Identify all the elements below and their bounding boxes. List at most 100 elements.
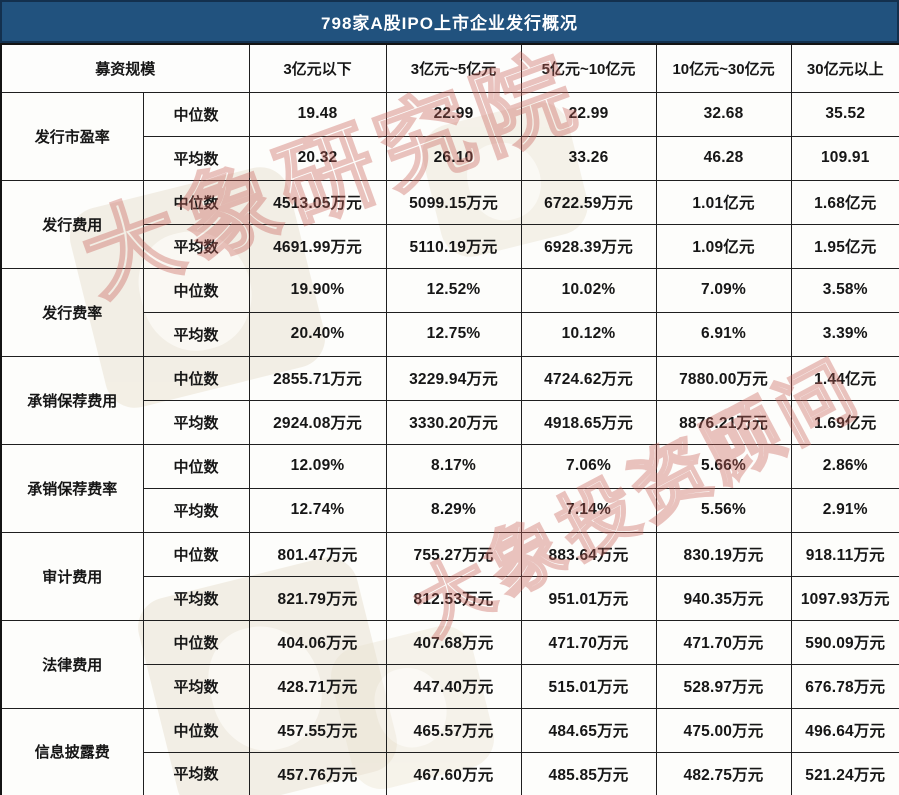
value-cell: 2.91% (790, 487, 899, 533)
value-cell: 5110.19万元 (385, 223, 522, 269)
stat-type-label: 平均数 (142, 399, 250, 445)
value-cell: 883.64万元 (520, 531, 657, 577)
value-cell: 590.09万元 (790, 619, 899, 665)
value-cell: 457.55万元 (248, 707, 387, 753)
value-cell: 7.14% (520, 487, 657, 533)
category-label: 审计费用 (0, 531, 144, 621)
ipo-table: 募资规模 3亿元以下 3亿元~5亿元 5亿元~10亿元 10亿元~30亿元 30亿元以上… (0, 43, 899, 795)
table-row: 发行市盈率 中位数 19.48 22.99 22.99 32.68 35.52 (0, 91, 899, 181)
table-row: 平均数 457.76万元 467.60万元 485.85万元 482.75万元 521.2… (1, 751, 899, 795)
value-cell: 475.00万元 (655, 707, 792, 753)
category-label: 信息披露费 (0, 707, 144, 795)
value-cell: 801.47万元 (248, 531, 387, 577)
stat-type-label: 平均数 (142, 487, 250, 533)
value-cell: 1.44亿元 (790, 355, 899, 401)
category-label: 发行费率 (0, 267, 144, 357)
value-cell: 428.71万元 (248, 663, 387, 709)
col-header-1: 3亿元~5亿元 (385, 43, 522, 93)
value-cell: 2924.08万元 (248, 399, 387, 445)
col-header-0: 3亿元以下 (248, 43, 387, 93)
stat-type-label: 中位数 (142, 531, 250, 577)
value-cell: 528.97万元 (655, 663, 792, 709)
col-header-3: 10亿元~30亿元 (655, 43, 792, 93)
value-cell: 3330.20万元 (385, 399, 522, 445)
value-cell: 521.24万元 (790, 751, 899, 795)
value-cell: 4513.05万元 (248, 179, 387, 225)
value-cell: 467.60万元 (385, 751, 522, 795)
value-cell: 46.28 (655, 135, 792, 181)
value-cell: 6.91% (655, 311, 792, 357)
value-cell: 8876.21万元 (655, 399, 792, 445)
value-cell: 676.78万元 (790, 663, 899, 709)
corner-header: 募资规模 (0, 43, 250, 93)
value-cell: 12.75% (385, 311, 522, 357)
category-label: 承销保荐费用 (0, 355, 144, 445)
value-cell: 19.90% (248, 267, 387, 313)
table-row: 承销保荐费用 中位数 2855.71万元 3229.94万元 4724.62万元 7880… (0, 355, 899, 445)
value-cell: 484.65万元 (520, 707, 657, 753)
stat-type-label: 平均数 (142, 223, 250, 269)
value-cell: 26.10 (385, 135, 522, 181)
value-cell: 22.99 (520, 91, 657, 137)
value-cell: 22.99 (385, 91, 522, 137)
value-cell: 471.70万元 (655, 619, 792, 665)
table-row: 发行费率 中位数 19.90% 12.52% 10.02% 7.09% 3.58% (0, 267, 899, 357)
value-cell: 447.40万元 (385, 663, 522, 709)
table-row: 法律费用 中位数 404.06万元 407.68万元 471.70万元 471.70万元 5… (0, 619, 899, 709)
table-row: 平均数 821.79万元 812.53万元 951.01万元 940.35万元 1097.… (1, 575, 899, 621)
value-cell: 821.79万元 (248, 575, 387, 621)
value-cell: 2.86% (790, 443, 899, 489)
stat-type-label: 平均数 (142, 575, 250, 621)
stat-type-label: 中位数 (142, 619, 250, 665)
value-cell: 496.64万元 (790, 707, 899, 753)
col-header-2: 5亿元~10亿元 (520, 43, 657, 93)
stat-type-label: 中位数 (142, 355, 250, 401)
category-label: 法律费用 (0, 619, 144, 709)
stat-type-label: 中位数 (142, 267, 250, 313)
value-cell: 407.68万元 (385, 619, 522, 665)
value-cell: 6928.39万元 (520, 223, 657, 269)
value-cell: 12.52% (385, 267, 522, 313)
value-cell: 8.17% (385, 443, 522, 489)
value-cell: 5099.15万元 (385, 179, 522, 225)
table-row: 审计费用 中位数 801.47万元 755.27万元 883.64万元 830.19万元 9… (0, 531, 899, 621)
value-cell: 5.56% (655, 487, 792, 533)
value-cell: 830.19万元 (655, 531, 792, 577)
value-cell: 12.74% (248, 487, 387, 533)
value-cell: 404.06万元 (248, 619, 387, 665)
value-cell: 3.39% (790, 311, 899, 357)
value-cell: 951.01万元 (520, 575, 657, 621)
value-cell: 457.76万元 (248, 751, 387, 795)
value-cell: 755.27万元 (385, 531, 522, 577)
stat-type-label: 平均数 (142, 311, 250, 357)
value-cell: 12.09% (248, 443, 387, 489)
table-row: 信息披露费 中位数 457.55万元 465.57万元 484.65万元 475.00万元… (0, 707, 899, 795)
value-cell: 2855.71万元 (248, 355, 387, 401)
table-row: 平均数 4691.99万元 5110.19万元 6928.39万元 1.09亿元 1.95… (1, 223, 899, 269)
stat-type-label: 中位数 (142, 179, 250, 225)
table-row: 平均数 2924.08万元 3330.20万元 4918.65万元 8876.21万元 1… (1, 399, 899, 445)
value-cell: 1.01亿元 (655, 179, 792, 225)
table-row: 平均数 20.32 26.10 33.26 46.28 109.91 (1, 135, 899, 181)
value-cell: 7.09% (655, 267, 792, 313)
value-cell: 1.95亿元 (790, 223, 899, 269)
value-cell: 812.53万元 (385, 575, 522, 621)
value-cell: 918.11万元 (790, 531, 899, 577)
value-cell: 7880.00万元 (655, 355, 792, 401)
value-cell: 5.66% (655, 443, 792, 489)
table-row: 承销保荐费率 中位数 12.09% 8.17% 7.06% 5.66% 2.86% (0, 443, 899, 533)
value-cell: 20.32 (248, 135, 387, 181)
stat-type-label: 平均数 (142, 135, 250, 181)
value-cell: 1.69亿元 (790, 399, 899, 445)
value-cell: 4724.62万元 (520, 355, 657, 401)
table-row: 发行费用 中位数 4513.05万元 5099.15万元 6722.59万元 1.01亿元… (0, 179, 899, 269)
value-cell: 20.40% (248, 311, 387, 357)
value-cell: 465.57万元 (385, 707, 522, 753)
page-title: 798家A股IPO上市企业发行概况 (321, 14, 578, 33)
value-cell: 485.85万元 (520, 751, 657, 795)
category-label: 发行费用 (0, 179, 144, 269)
value-cell: 19.48 (248, 91, 387, 137)
value-cell: 4918.65万元 (520, 399, 657, 445)
value-cell: 10.12% (520, 311, 657, 357)
